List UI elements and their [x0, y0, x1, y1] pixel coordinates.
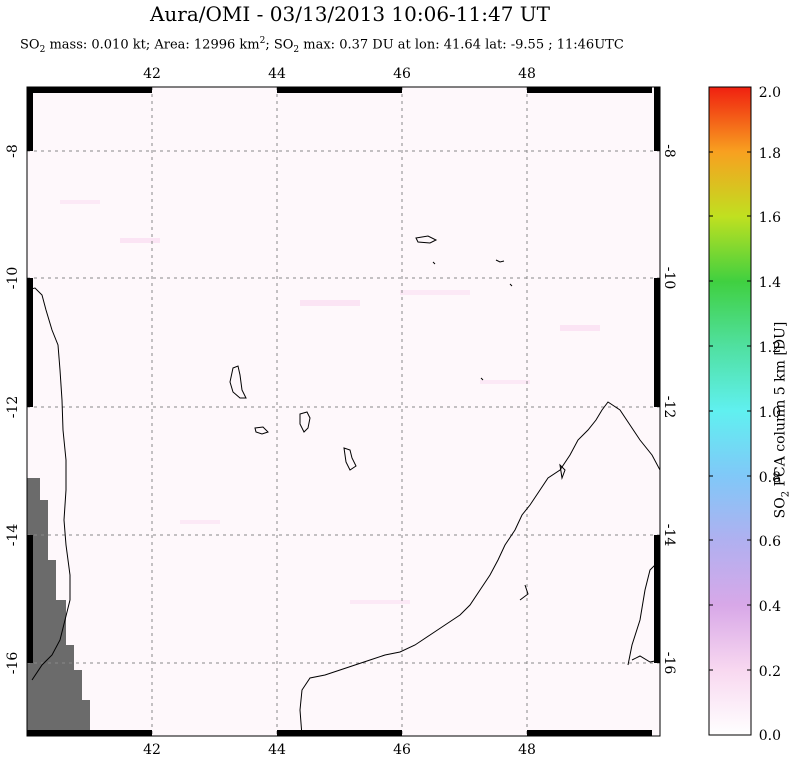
- lat-tick-right-12: -12: [661, 396, 677, 419]
- map-title: Aura/OMI - 03/13/2013 10:06-11:47 UT: [149, 2, 550, 26]
- lat-tick-left-14: -14: [5, 524, 21, 547]
- lon-tick-bottom-48: 48: [518, 742, 536, 758]
- lon-tick-top-42: 42: [143, 66, 161, 82]
- cb-tick-1.4: 1.4: [759, 275, 781, 291]
- lon-tick-top-48: 48: [518, 66, 536, 82]
- lon-tick-bottom-44: 44: [268, 742, 286, 758]
- lat-tick-right-8: -8: [661, 144, 677, 158]
- lon-labels-bottom: 42 44 46 48: [143, 742, 536, 758]
- map-subtitle: SO2 mass: 0.010 kt; Area: 12996 km2; SO2…: [20, 36, 624, 55]
- lon-tick-top-44: 44: [268, 66, 286, 82]
- lat-tick-left-12: -12: [5, 396, 21, 419]
- lat-tick-right-16: -16: [661, 652, 677, 675]
- coastlines: [27, 235, 660, 736]
- cb-tick-0.4: 0.4: [759, 599, 781, 615]
- lat-tick-left-16: -16: [5, 652, 21, 675]
- cb-tick-0.8: 0.8: [759, 470, 781, 486]
- lat-tick-left-8: -8: [5, 144, 21, 158]
- cb-tick-1.2: 1.2: [759, 340, 781, 356]
- so2-field: [27, 87, 660, 736]
- colorbar: [708, 86, 752, 736]
- grid-lines: [27, 87, 660, 736]
- lat-tick-right-14: -14: [661, 524, 677, 547]
- cb-tick-0.6: 0.6: [759, 534, 781, 550]
- cb-tick-1.8: 1.8: [759, 146, 781, 162]
- colorbar-ticks: [709, 86, 751, 671]
- lat-tick-left-10: -10: [5, 267, 21, 290]
- lon-tick-bottom-46: 46: [393, 742, 411, 758]
- lat-labels-right: -8 -10 -12 -14 -16: [661, 144, 677, 674]
- lat-tick-right-10: -10: [661, 267, 677, 290]
- cb-tick-0.0: 0.0: [759, 728, 781, 744]
- map-area: [27, 87, 660, 736]
- cb-tick-0.2: 0.2: [759, 664, 781, 680]
- lon-tick-top-46: 46: [393, 66, 411, 82]
- lon-tick-bottom-42: 42: [143, 742, 161, 758]
- map-border-ticks: [27, 87, 660, 736]
- cb-tick-1.0: 1.0: [759, 405, 781, 421]
- colorbar-tick-labels: 2.0 1.8 1.6 1.4 1.2 1.0 0.8 0.6 0.4 0.2 …: [759, 85, 781, 744]
- lat-labels-left: -8 -10 -12 -14 -16: [5, 144, 21, 674]
- cb-tick-1.6: 1.6: [759, 210, 781, 226]
- cb-tick-2.0: 2.0: [759, 85, 781, 101]
- nodata-region: [27, 478, 90, 736]
- colorbar-label: SO2 PCA column 5 km [DU]: [772, 321, 792, 519]
- lon-labels-top: 42 44 46 48: [143, 66, 536, 82]
